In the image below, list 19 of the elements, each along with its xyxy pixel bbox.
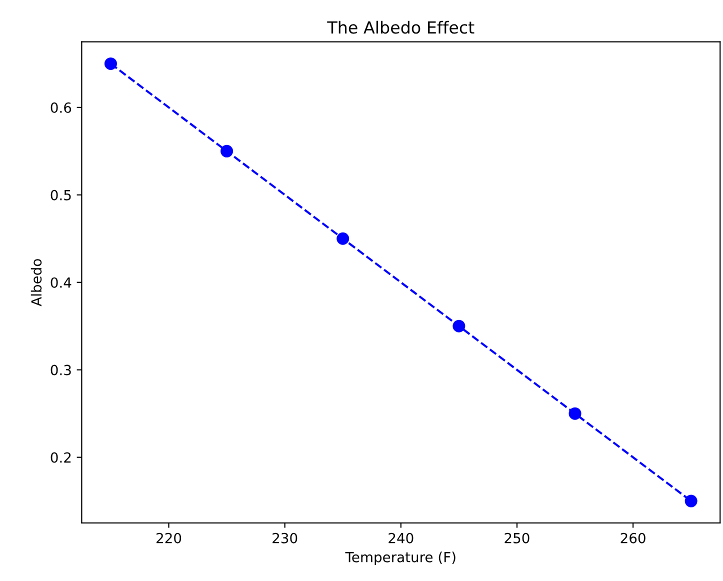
- y-tick-label: 0.3: [50, 364, 71, 376]
- chart-title: The Albedo Effect: [327, 20, 474, 34]
- x-axis-title: Temperature (F): [345, 552, 456, 566]
- y-tick-label: 0.4: [50, 277, 72, 288]
- point: [684, 494, 698, 508]
- point: [104, 57, 117, 70]
- y-tick-label: 0.5: [50, 190, 71, 200]
- point: [452, 320, 466, 332]
- x-tick-label: 250: [504, 532, 530, 544]
- y-tick-label: 0.2: [50, 452, 71, 463]
- x-tick-label: 230: [272, 532, 298, 544]
- x-tick-label: 220: [156, 532, 182, 544]
- point: [568, 407, 582, 420]
- x-tick-label: 240: [388, 532, 414, 544]
- y-axis-title: Albedo: [30, 259, 42, 306]
- point: [220, 144, 234, 158]
- y-tick-label: 0.6: [50, 102, 72, 113]
- point: [336, 232, 350, 245]
- x-tick-label: 260: [620, 532, 646, 544]
